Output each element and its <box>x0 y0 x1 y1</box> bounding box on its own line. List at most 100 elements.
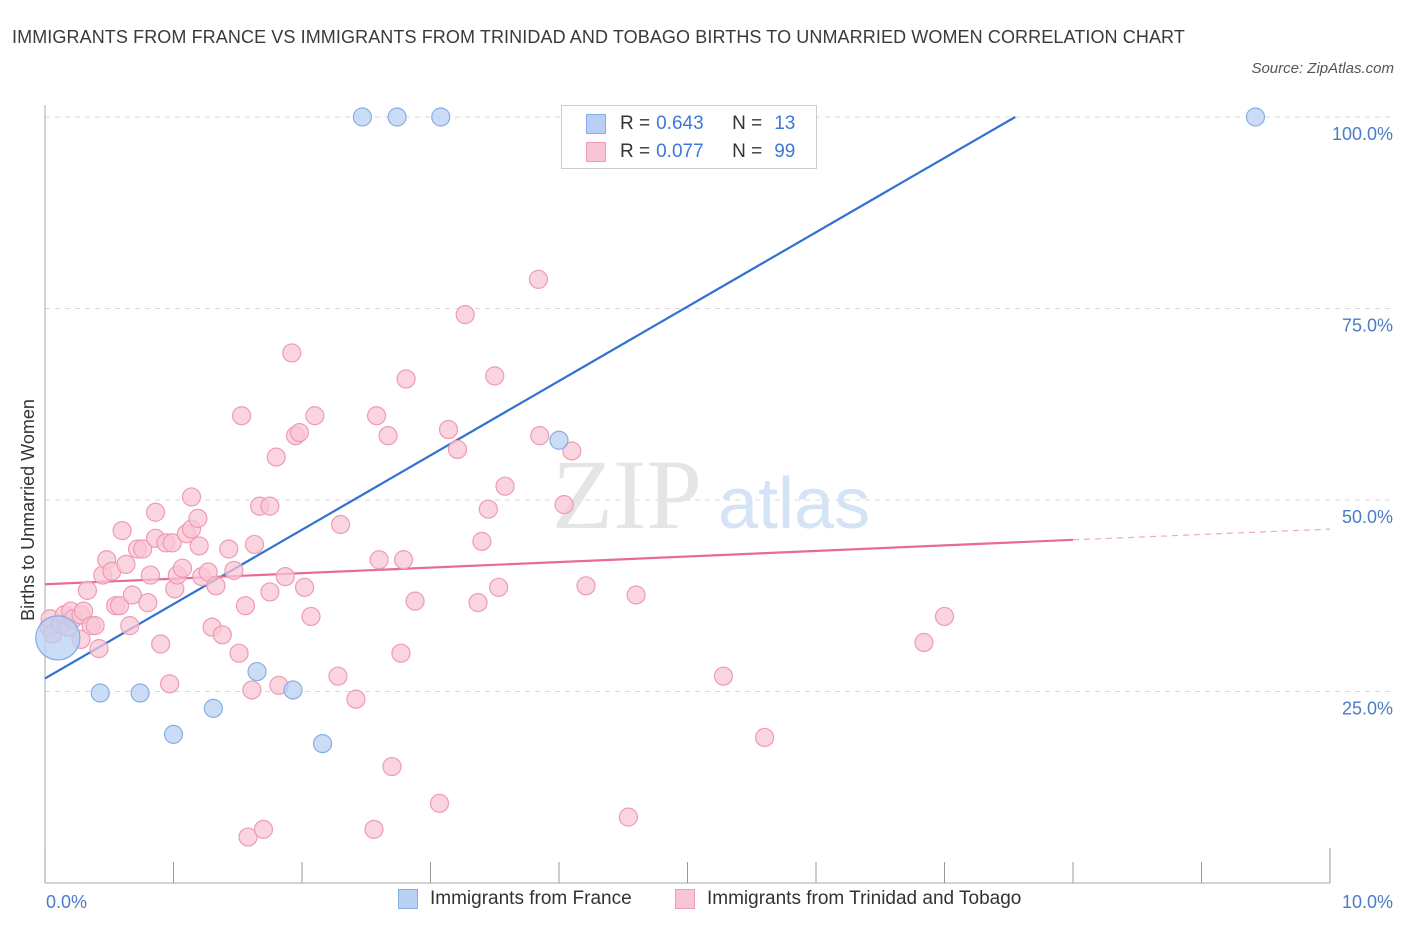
point-trinidad <box>393 550 414 570</box>
point-trinidad <box>528 269 549 289</box>
point-trinidad <box>378 426 398 446</box>
point-france <box>283 680 303 700</box>
point-trinidad <box>447 439 468 460</box>
point-trinidad <box>120 616 140 636</box>
point-trinidad <box>713 666 734 686</box>
point-trinidad <box>77 580 98 600</box>
point-trinidad <box>138 593 158 613</box>
point-trinidad <box>282 343 302 363</box>
y-tick-label: 100.0% <box>1332 124 1393 144</box>
y-tick-label: 75.0% <box>1342 316 1393 336</box>
point-trinidad <box>162 533 182 553</box>
point-trinidad <box>382 756 402 777</box>
bottom-legend-france: Immigrants from France <box>398 888 632 910</box>
legend-n-value: 13 <box>774 113 796 134</box>
point-trinidad <box>626 585 646 605</box>
y-tick-label: 50.0% <box>1342 507 1393 527</box>
bottom-legend-trinidad: Immigrants from Trinidad and Tobago <box>675 888 1021 910</box>
point-trinidad <box>232 406 252 426</box>
legend-r-label: R = <box>620 141 651 162</box>
legend-swatch-pink <box>586 142 606 162</box>
point-france <box>247 661 267 682</box>
point-trinidad <box>346 689 366 709</box>
point-france <box>431 107 451 127</box>
point-france <box>1245 107 1266 127</box>
point-trinidad <box>89 639 109 659</box>
data-points <box>35 107 1266 847</box>
point-france <box>35 615 81 661</box>
bottom-legend-label-trinidad: Immigrants from Trinidad and Tobago <box>707 888 1022 909</box>
legend-r-value: 0.643 <box>656 113 704 134</box>
legend-n-label: N = <box>732 113 763 134</box>
point-trinidad <box>429 793 450 813</box>
legend-r-label: R = <box>620 113 651 134</box>
point-france <box>352 107 372 127</box>
point-trinidad <box>485 366 505 386</box>
point-france <box>130 683 150 703</box>
bottom-legend: Immigrants from France Immigrants from T… <box>0 888 1406 918</box>
point-trinidad <box>369 550 389 570</box>
point-trinidad <box>530 426 550 446</box>
trend-line-france <box>44 116 1016 680</box>
point-trinidad <box>754 727 775 748</box>
point-trinidad <box>396 369 416 389</box>
source-label: Source: ZipAtlas.com <box>1251 60 1394 77</box>
point-trinidad <box>219 539 239 559</box>
chart-title: IMMIGRANTS FROM FRANCE VS IMMIGRANTS FRO… <box>12 27 1185 47</box>
x-tick-label: 10.0% <box>1342 892 1393 912</box>
point-france <box>312 733 333 754</box>
point-trinidad <box>301 606 321 627</box>
point-trinidad <box>438 419 459 440</box>
point-trinidad <box>562 441 582 461</box>
bottom-legend-label-france: Immigrants from France <box>430 888 632 909</box>
point-trinidad <box>260 582 280 602</box>
point-trinidad <box>328 666 348 686</box>
point-trinidad <box>112 521 132 541</box>
point-trinidad <box>140 565 160 585</box>
point-trinidad <box>229 643 249 663</box>
point-trinidad <box>242 680 262 700</box>
point-trinidad <box>366 406 387 426</box>
point-trinidad <box>576 576 596 596</box>
x-tick-label: 0.0% <box>46 892 87 912</box>
watermark-atlas: atlas <box>718 464 870 544</box>
legend-n-value: 99 <box>774 141 796 162</box>
point-trinidad <box>468 593 488 613</box>
point-trinidad <box>160 674 180 694</box>
point-trinidad <box>275 566 295 587</box>
point-france <box>90 683 110 703</box>
point-trinidad <box>133 539 153 559</box>
legend-row-france: R = 0.643 N = 13 <box>586 111 795 137</box>
point-trinidad <box>495 476 515 496</box>
point-trinidad <box>618 807 638 827</box>
trend-line-trinidad-extension <box>1072 528 1331 541</box>
legend-box: R = 0.643 N = 13 R = 0.077 N = 99 <box>561 105 817 169</box>
point-trinidad <box>294 577 315 597</box>
point-trinidad <box>364 819 384 839</box>
watermark: ZIP atlas <box>552 439 870 550</box>
y-tick-label: 25.0% <box>1342 699 1393 719</box>
point-trinidad <box>189 536 209 556</box>
legend-swatch-blue <box>586 114 606 134</box>
point-trinidad <box>238 827 258 847</box>
point-trinidad <box>253 819 274 839</box>
y-axis-label: Births to Unmarried Women <box>18 399 38 621</box>
point-trinidad <box>914 632 934 653</box>
point-trinidad <box>244 534 265 555</box>
point-trinidad <box>405 591 425 611</box>
point-trinidad <box>472 531 492 551</box>
point-trinidad <box>934 606 955 627</box>
point-trinidad <box>85 616 105 636</box>
point-trinidad <box>235 596 256 616</box>
point-trinidad <box>206 576 226 596</box>
point-trinidad <box>109 596 130 616</box>
point-trinidad <box>305 406 325 426</box>
point-trinidad <box>122 585 142 605</box>
point-trinidad <box>145 502 166 522</box>
point-france <box>387 107 407 127</box>
bottom-legend-swatch-blue <box>398 889 418 909</box>
point-trinidad <box>181 487 202 507</box>
legend-row-trinidad: R = 0.077 N = 99 <box>586 139 795 165</box>
point-france <box>203 698 223 718</box>
